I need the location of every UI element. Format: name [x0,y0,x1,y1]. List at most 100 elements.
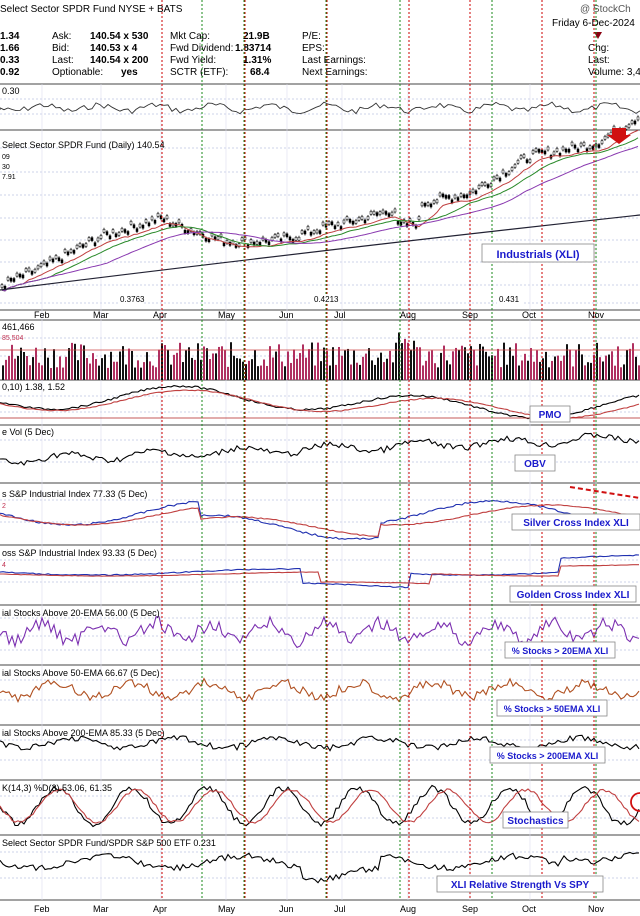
price-candle-body [288,236,292,241]
mktcap-label: Mkt Cap: [170,31,211,42]
month-label-top: Apr [153,310,167,320]
price-candle-body [531,150,535,154]
price-candle-body [78,243,82,247]
price-candle-body [525,159,529,163]
volume-bar [89,363,91,380]
price-candle-body [315,229,319,234]
volume-bar [536,350,538,380]
volume-bar [281,361,283,380]
volume-bar [53,349,55,380]
golden-cross-callout-box [509,585,637,603]
volume-bar [572,366,574,380]
silver-cross-title: s S&P Industrial Index 77.33 (5 Dec) [2,489,147,499]
fib-label-bg [312,294,338,304]
bid-label: Bid: [52,43,70,54]
price-candle-body [534,148,538,152]
price-candle-body [378,211,382,215]
volume-bar [293,349,295,380]
price-candle-body [423,202,427,207]
price-candle-body [120,228,124,232]
price-candle-body [483,182,487,186]
volume-bar [125,364,127,380]
trend-dashed-line [569,486,640,499]
pct-200ema-callout: % Stocks > 200EMA XLI [497,751,598,761]
month-label-top: May [218,310,236,320]
price-candle-body [360,216,364,220]
volume-bar [239,358,241,380]
fib-label: 0.3763 [120,295,145,304]
volume-bar [11,344,13,380]
price-candle-body [9,277,13,282]
volume-bar [152,365,154,380]
volume-bar [632,343,634,380]
volume-bar [332,347,334,380]
volume-bar [596,342,598,380]
pmo-callout-box [529,405,571,423]
last-label: Last: [52,55,74,66]
price-candle-body [537,149,541,153]
price-candle-body [441,193,445,198]
left-value-2: 0.33 [0,55,20,66]
volume-bar [545,351,547,380]
mktcap-value: 21.9B [243,31,270,42]
volume-bar [437,367,439,380]
price-candle-body [138,223,142,228]
volume-bar [32,357,34,380]
volume-bar [578,344,580,380]
price-candle-body [567,148,571,153]
right-last-label: Last: [588,55,610,66]
golden-cross-small: 4 [2,562,6,569]
price-candle-body [129,220,133,225]
price-candle-body [273,234,277,238]
price-candle-body [516,159,520,164]
volume-bar [347,348,349,380]
volume-bar [230,342,232,380]
volume-bar [47,357,49,380]
price-candle-body [447,195,451,199]
price-candle-body [453,194,457,199]
volume-bar [395,342,397,380]
volume-bar [317,342,319,380]
volume-bar [458,350,460,380]
price-candle-body [60,259,64,264]
price-candle-body [363,219,367,224]
price-candle-body [306,226,310,230]
volume-bar [374,364,376,380]
volume-bar [608,354,610,380]
volume-bar [392,362,394,380]
price-candle-body [399,221,403,226]
volume-bar [260,365,262,380]
volume-bar [254,350,256,380]
volume-bar [497,348,499,380]
volume-bar [401,343,403,380]
price-candle-body [258,242,262,246]
volume-bar [575,350,577,380]
volume-bar [107,367,109,380]
fib-label: 0.4213 [314,295,339,304]
volume-bar [182,362,184,380]
bid-value: 140.53 x 4 [90,43,138,54]
month-label-bottom: Oct [522,904,537,914]
right-volume-label: Volume: 3,4 [588,67,640,78]
volume-bar [95,359,97,380]
price-candle-body [384,211,388,215]
month-label-top: Feb [34,310,50,320]
price-candle-body [75,244,79,249]
volume-bar [524,353,526,380]
price-candle-body [375,212,379,216]
price-candle-body [105,231,109,235]
price-callout: Industrials (XLI) [496,249,579,261]
pct-200ema-callout-box [489,746,606,764]
volume-bar [44,348,46,380]
volume-bar [245,364,247,380]
price-candle-body [405,223,409,227]
price-candle-body [249,239,253,243]
volume-bar [434,363,436,380]
price-candle-body [591,146,595,150]
volume-bar [224,350,226,380]
volume-bar [467,353,469,380]
volume-bar [221,346,223,380]
volume-bar [227,366,229,380]
volume-bar [20,347,22,380]
